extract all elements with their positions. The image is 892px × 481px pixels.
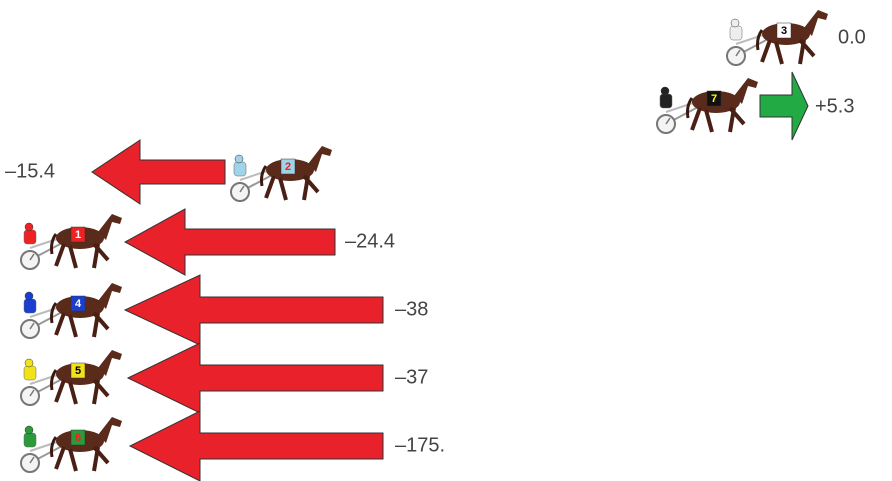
race-entry: 6: [21, 417, 122, 472]
driver: [730, 26, 742, 40]
race-entry: 2: [231, 146, 332, 201]
saddle-number: 3: [781, 25, 787, 37]
race-entry: 1: [21, 214, 122, 269]
saddle-number: 4: [75, 298, 82, 310]
change-label: –37: [395, 366, 428, 388]
driver-helmet: [25, 426, 33, 434]
change-label: –38: [395, 298, 428, 320]
driver: [234, 162, 246, 176]
saddle-number: 6: [75, 432, 81, 444]
change-arrow: [125, 275, 383, 345]
race-entry: 3: [727, 10, 828, 65]
driver: [24, 230, 36, 244]
saddle-number: 7: [711, 93, 717, 105]
driver-helmet: [731, 19, 739, 27]
driver-helmet: [25, 359, 33, 367]
driver-helmet: [235, 155, 243, 163]
race-entry: 5: [21, 350, 122, 405]
driver: [24, 299, 36, 313]
saddle-number: 5: [75, 365, 81, 377]
change-label: +5.3: [815, 95, 854, 117]
change-label: –24.4: [345, 230, 395, 252]
driver: [24, 433, 36, 447]
change-arrow: [128, 343, 383, 413]
race-entry: 7: [657, 78, 758, 133]
driver-helmet: [25, 223, 33, 231]
saddle-number: 2: [285, 161, 291, 173]
race-entry: 4: [21, 283, 122, 338]
change-arrow: [760, 72, 808, 140]
change-arrow: [92, 140, 225, 204]
diagram: 3 0.0 7 +5.3 2 –15.4 1 –24.4 4 –38 5 –37 6 –175.: [0, 0, 892, 481]
change-label: 0.0: [838, 26, 866, 48]
change-arrow: [125, 209, 335, 275]
driver-helmet: [661, 87, 669, 95]
driver: [24, 366, 36, 380]
change-arrow: [130, 411, 383, 481]
driver-helmet: [25, 292, 33, 300]
saddle-number: 1: [75, 229, 81, 241]
driver: [660, 94, 672, 108]
change-label: –15.4: [5, 160, 55, 182]
change-label: –175.: [395, 434, 445, 456]
